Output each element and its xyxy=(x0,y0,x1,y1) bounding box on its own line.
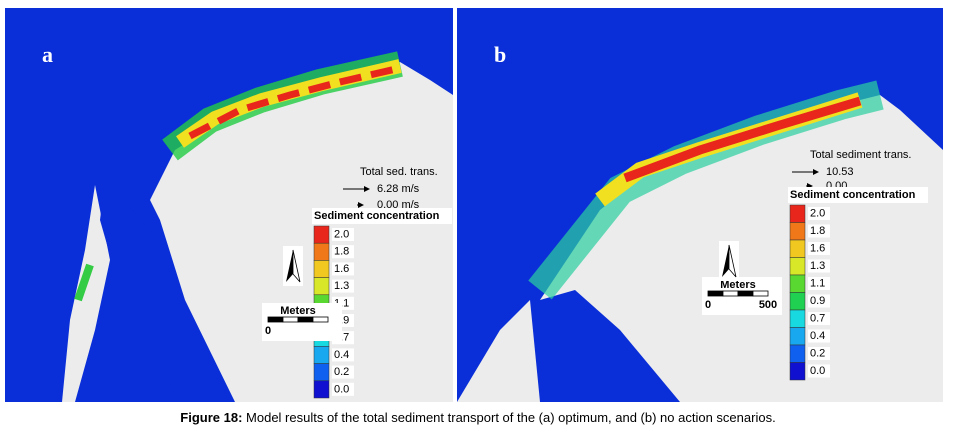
land xyxy=(540,95,943,402)
colorbar-cell xyxy=(313,380,330,399)
level-bg xyxy=(808,364,830,378)
level-bg xyxy=(332,348,354,362)
plume xyxy=(623,96,862,183)
colorbar-label: 0.9 xyxy=(810,295,825,307)
colorbar-label: 1.8 xyxy=(810,225,825,237)
level-bg xyxy=(332,245,354,259)
colorbar-label: 1.6 xyxy=(810,243,825,255)
jetty-channel xyxy=(100,180,230,402)
panel-b: b xyxy=(457,8,943,402)
ref-label: 6.28 m/s xyxy=(377,183,420,195)
colorbar-cell xyxy=(789,239,806,258)
scale-seg xyxy=(282,316,299,323)
land xyxy=(62,185,110,402)
colorbar-label: 0.4 xyxy=(334,349,349,361)
colorbar-cell xyxy=(789,274,806,293)
level-bg xyxy=(808,329,830,343)
level-bg xyxy=(332,365,354,379)
colorbar-label: 0.0 xyxy=(810,365,825,377)
colorbar-title: Sediment concentration xyxy=(314,210,440,222)
land xyxy=(150,62,453,402)
colorbar-cell xyxy=(313,277,330,296)
level-bg xyxy=(808,277,830,290)
colorbar-label: 0.4 xyxy=(810,330,825,342)
ref-label: 10.53 xyxy=(826,166,854,178)
colorbar-bg xyxy=(788,187,928,203)
scale-title: Meters xyxy=(720,279,755,291)
panel-label: a xyxy=(42,42,53,67)
scale-seg xyxy=(707,290,724,297)
colorbar-label: 1.6 xyxy=(334,263,349,275)
caption-text: Model results of the total sediment tran… xyxy=(242,410,776,425)
colorbar-cell xyxy=(313,242,330,261)
figure: a b Total sed. trans.6.28 m/s0.00 m/sSed… xyxy=(5,8,943,402)
colorbar-cell xyxy=(789,344,806,363)
colorbar-cell xyxy=(789,292,806,311)
colorbar-cell xyxy=(789,257,806,276)
colorbar-cell xyxy=(789,309,806,328)
scale-seg xyxy=(737,290,754,297)
colorbar-cell xyxy=(789,222,806,241)
colorbar-cell xyxy=(313,225,330,244)
legend-title: Total sed. trans. xyxy=(360,166,438,178)
colorbar-label: 0.2 xyxy=(334,366,349,378)
colorbar-label: 2.0 xyxy=(334,229,349,241)
plume xyxy=(188,64,401,140)
level-bg xyxy=(332,382,354,396)
colorbar-label: 1.3 xyxy=(334,280,349,292)
colorbar-cell xyxy=(789,327,806,346)
scale-seg xyxy=(752,290,769,297)
north-arrow xyxy=(286,250,293,282)
land xyxy=(457,300,540,402)
caption-label: Figure 18: xyxy=(180,410,243,425)
colorbar-cell xyxy=(313,346,330,364)
scale-title: Meters xyxy=(280,305,315,317)
level-bg xyxy=(332,279,354,293)
north-arrow xyxy=(292,249,301,283)
level-bg xyxy=(808,312,830,325)
colorbar-label: 0.2 xyxy=(810,348,825,360)
colorbar-label: 1.1 xyxy=(810,278,825,290)
colorbar-bg xyxy=(312,208,452,224)
panel-a: a xyxy=(5,8,453,402)
level-bg xyxy=(808,207,830,220)
north-arrow xyxy=(722,245,729,277)
zero-label: 0.00 m/s xyxy=(377,199,420,211)
level-bg xyxy=(332,262,354,276)
colorbar-cell xyxy=(789,362,806,381)
colorbar-title: Sediment concentration xyxy=(790,189,916,201)
level-bg xyxy=(808,242,830,255)
colorbar-label: 0.7 xyxy=(810,313,825,325)
scale-seg xyxy=(312,316,329,323)
panel-label: b xyxy=(494,42,506,67)
colorbar-label: 1.8 xyxy=(334,246,349,258)
north-arrow xyxy=(728,244,737,278)
scale-tick: 500 xyxy=(759,299,777,311)
colorbar-label: 0.0 xyxy=(334,383,349,395)
scale-seg xyxy=(297,316,314,323)
level-bg xyxy=(808,294,830,308)
level-bg xyxy=(808,347,830,360)
colorbar-cell xyxy=(313,260,330,278)
level-bg xyxy=(808,224,830,238)
plume xyxy=(74,263,94,302)
level-bg xyxy=(808,259,830,273)
level-bg xyxy=(332,228,354,241)
colorbar-cell xyxy=(789,204,806,223)
scale-seg xyxy=(722,290,739,297)
caption: Figure 18: Model results of the total se… xyxy=(0,410,956,425)
scale-tick: 0 xyxy=(705,299,711,311)
legend-title: Total sediment trans. xyxy=(810,149,912,161)
colorbar-label: 1.3 xyxy=(810,260,825,272)
scale-tick: 0 xyxy=(265,325,271,337)
colorbar-cell xyxy=(313,363,330,382)
scale-seg xyxy=(267,316,284,323)
colorbar-label: 2.0 xyxy=(810,208,825,220)
